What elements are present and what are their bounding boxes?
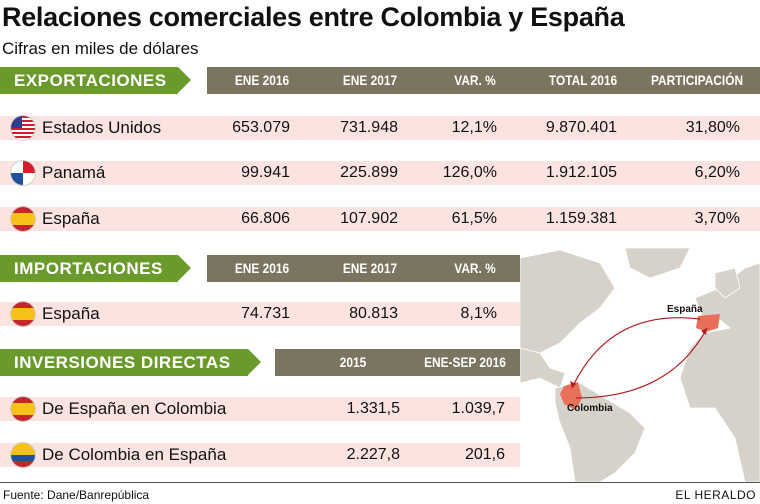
usa-flag-icon	[11, 116, 35, 140]
column-header: VAR. %	[454, 260, 496, 276]
cell: 12,1%	[451, 119, 497, 136]
column-header: ENE 2017	[342, 260, 398, 276]
cell: 1.039,7	[451, 400, 505, 417]
inversiones-header: 2015 ENE-SEP 2016	[275, 349, 520, 376]
colombia-flag-icon	[11, 443, 35, 467]
cell: 66.806	[241, 210, 290, 227]
column-header: ENE 2016	[234, 72, 290, 88]
country-name: España	[42, 304, 100, 323]
cell: 6,20%	[694, 164, 740, 181]
table-row: Panamá 99.941 225.899 126,0% 1.912.105 6…	[0, 161, 760, 185]
cell: 80.813	[349, 305, 398, 322]
spain-flag-icon	[11, 302, 35, 326]
spain-flag-icon	[11, 207, 35, 231]
cell: 99.941	[241, 164, 290, 181]
country-name: España	[42, 209, 100, 228]
map-label-spain: España	[667, 304, 703, 315]
cell: 201,6	[464, 446, 505, 463]
brand-name: EL HERALDO	[675, 488, 756, 502]
cell: 2.227,8	[346, 446, 400, 463]
table-row: Estados Unidos 653.079 731.948 12,1% 9.8…	[0, 116, 760, 140]
cell: 107.902	[340, 210, 398, 227]
section-importaciones: IMPORTACIONES	[0, 255, 191, 282]
country-name: Estados Unidos	[42, 118, 162, 137]
page-title: Relaciones comerciales entre Colombia y …	[2, 2, 625, 32]
spain-flag-icon	[11, 397, 35, 421]
source-note: Fuente: Dane/Banrepública	[3, 488, 150, 502]
column-header: TOTAL 2016	[548, 72, 618, 88]
row-label: De España en Colombia	[42, 399, 227, 418]
section-inversiones: INVERSIONES DIRECTAS	[0, 349, 261, 376]
cell: 1.159.381	[545, 210, 617, 227]
cell: 126,0%	[442, 164, 497, 181]
spain-highlight	[696, 314, 720, 332]
cell: 31,80%	[685, 119, 740, 136]
column-header: ENE 2017	[342, 72, 398, 88]
table-row: De España en Colombia 1.331,5 1.039,7	[0, 397, 520, 421]
landmass	[519, 247, 760, 483]
importaciones-header: ENE 2016 ENE 2017 VAR. %	[207, 255, 520, 282]
cell: 731.948	[340, 119, 398, 136]
map-colombia-spain: España Colombia	[519, 247, 760, 483]
cell: 74.731	[241, 305, 290, 322]
panama-flag-icon	[11, 161, 35, 185]
table-row: España 74.731 80.813 8,1%	[0, 302, 520, 326]
column-header: VAR. %	[454, 72, 496, 88]
column-header: 2015	[339, 354, 367, 370]
cell: 9.870.401	[545, 119, 617, 136]
cell: 1.912.105	[545, 164, 617, 181]
page-subtitle: Cifras en miles de dólares	[2, 39, 199, 58]
cell: 653.079	[232, 119, 290, 136]
map-label-colombia: Colombia	[567, 403, 613, 414]
country-name: Panamá	[42, 163, 106, 182]
table-row: España 66.806 107.902 61,5% 1.159.381 3,…	[0, 207, 760, 231]
table-row: De Colombia en España 2.227,8 201,6	[0, 443, 520, 467]
cell: 225.899	[340, 164, 398, 181]
cell: 3,70%	[694, 210, 740, 227]
cell: 1.331,5	[346, 400, 400, 417]
colombia-highlight	[560, 382, 582, 410]
row-label: De Colombia en España	[42, 445, 227, 464]
column-header: PARTICIPACIÓN	[650, 72, 744, 88]
cell: 8,1%	[460, 305, 497, 322]
section-exportaciones: EXPORTACIONES	[0, 67, 191, 94]
cell: 61,5%	[451, 210, 497, 227]
trade-arrows	[571, 317, 708, 399]
column-header: ENE-SEP 2016	[424, 354, 506, 370]
footer-divider	[0, 482, 760, 483]
column-header: ENE 2016	[234, 260, 290, 276]
exportaciones-header: ENE 2016 ENE 2017 VAR. % TOTAL 2016 PART…	[207, 67, 760, 94]
